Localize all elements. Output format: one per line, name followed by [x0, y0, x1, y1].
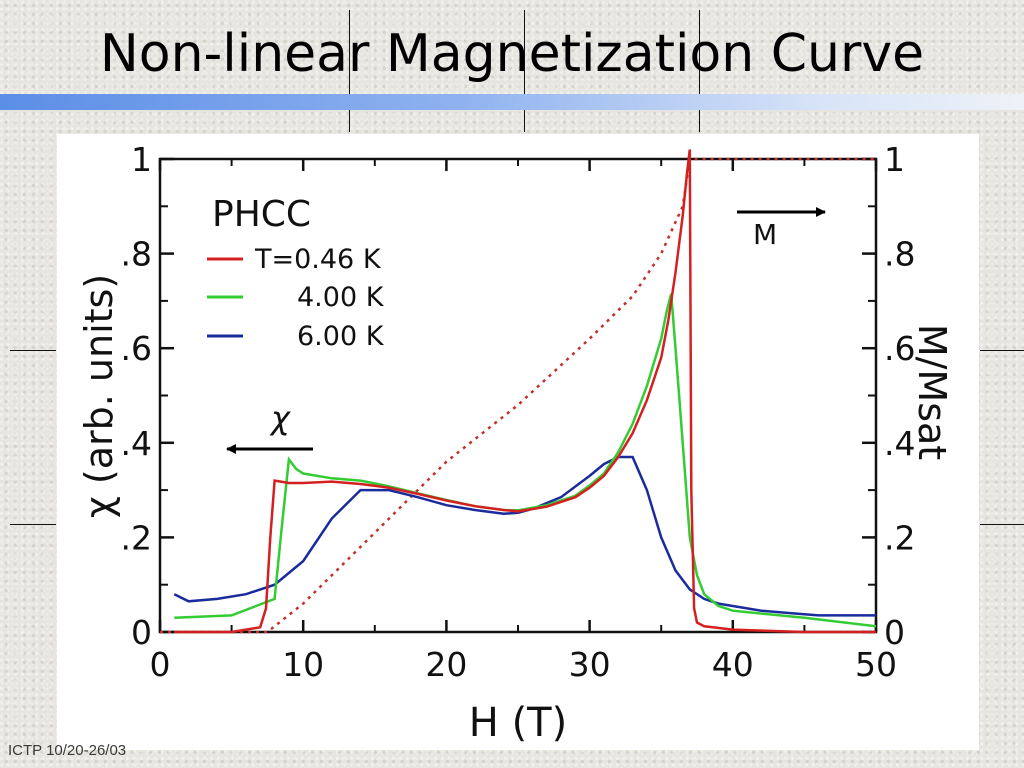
x-axis-label: H (T): [469, 700, 567, 746]
x-tick-label: 20: [425, 645, 467, 684]
y-right-tick-label: .4: [884, 424, 916, 463]
y-axis-right-label: M/Msat: [910, 324, 954, 460]
slide-title: Non-linear Magnetization Curve: [99, 24, 925, 84]
series-line-m-msat: [160, 157, 876, 634]
y-left-tick-label: 1: [131, 140, 152, 179]
series-line-4-00k: [174, 293, 877, 628]
y-axis-left-label: χ (arb. units): [77, 274, 121, 518]
legend-title: PHCC: [212, 194, 311, 235]
guide-line-v2: [524, 10, 525, 132]
series-line-0-46k: [174, 149, 876, 634]
y-left-tick-label: .4: [121, 424, 153, 463]
y-right-tick-label: .6: [884, 329, 916, 368]
series-line-6-00k: [173, 455, 876, 617]
guide-line-h-left-1: [10, 350, 56, 351]
legend-label-4-00k: 4.00 K: [297, 282, 385, 313]
magnetization-chart: 0 10 20 30 40 500 0.2.2.4.4.6.6.8.81 1 H (T) χ …: [77, 140, 954, 746]
guide-line-v1: [349, 10, 350, 132]
chart-panel: 0 10 20 30 40 50 0 0.2.2.4.4.6.6.8.8 1 1 H (T) χ …: [57, 134, 979, 750]
guide-line-h-right-2: [980, 524, 1024, 525]
x-tick-label: 30: [569, 645, 611, 684]
legend-entry-6-00k: 6.00 K: [207, 321, 385, 352]
chi-arrow-label: χ: [269, 399, 291, 437]
title-underline-bar: [0, 94, 1024, 110]
legend-entry-0-46k: T=0.46 K: [207, 244, 382, 275]
legend-label-0-46k: T=0.46 K: [254, 244, 382, 275]
x-tick-label: 10: [282, 645, 324, 684]
axis-ticks: 0 10 20 30 40 500 0.2.2.4.4.6.6.8.81 1: [121, 140, 916, 684]
legend-label-6-00k: 6.00 K: [297, 321, 385, 352]
x-tick-label: 0: [150, 645, 171, 684]
y-left-tick-label: 0: [131, 613, 152, 652]
guide-line-h-right-1: [980, 350, 1024, 351]
y-right-tick-label: .2: [884, 518, 916, 557]
x-tick-label: 40: [712, 645, 754, 684]
y-left-tick-label: .8: [121, 235, 153, 274]
y-right-tick-label: .8: [884, 235, 916, 274]
y-left-tick-label: .2: [121, 518, 153, 557]
footer-text: ICTP 10/20-26/03: [8, 742, 127, 759]
guide-line-v3: [699, 10, 700, 132]
y-right-tick-label: 0: [884, 613, 905, 652]
y-left-tick-label: .6: [121, 329, 153, 368]
y-right-tick-label: 1: [884, 140, 905, 179]
x-tick-label: 50: [855, 645, 897, 684]
m-arrow-label: M: [753, 218, 777, 251]
legend-entry-4-00k: 4.00 K: [207, 282, 385, 313]
guide-line-h-left-2: [10, 524, 56, 525]
